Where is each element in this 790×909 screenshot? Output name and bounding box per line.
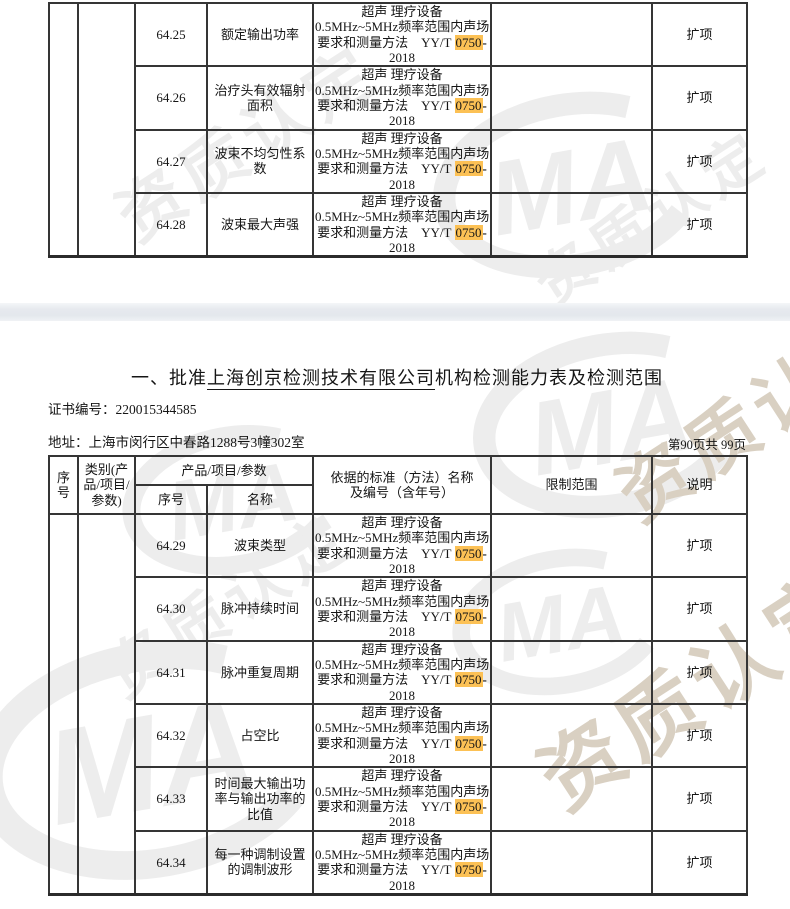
capability-table-page2: 序号 类别(产品/项目/参数) 产品/项目/参数 依据的标准（方法）名称 及编号…	[48, 455, 749, 896]
page-title: 一、批准上海创京检测技术有限公司机构检测能力表及检测范围	[48, 364, 746, 390]
seq-col-cell	[48, 512, 79, 896]
certificate-number-line: 证书编号：220015344585	[48, 402, 197, 417]
restriction-cell	[490, 191, 653, 258]
title-prefix: 一、批准	[131, 368, 207, 388]
table-row: 64.25 额定输出功率 超声 理疗设备 0.5MHz~5MHz频率范围内声场 …	[48, 1, 748, 258]
note-cell: 扩项	[651, 702, 749, 769]
address-value: 上海市闵行区中春路1288号3幢302室	[88, 435, 305, 450]
note-cell: 扩项	[651, 191, 748, 258]
seq-cell: 64.25	[134, 1, 208, 68]
name-cell: 波束最大声强	[206, 191, 314, 258]
standard-cell: 超声 理疗设备 0.5MHz~5MHz频率范围内声场 要求和测量方法 YY/T …	[312, 1, 492, 68]
seq-cell: 64.27	[134, 128, 208, 194]
standard-cell: 超声 理疗设备 0.5MHz~5MHz频率范围内声场 要求和测量方法 YY/T …	[312, 639, 493, 705]
header-product-group: 产品/项目/参数	[133, 455, 315, 486]
standard-cell: 超声 理疗设备 0.5MHz~5MHz频率范围内声场 要求和测量方法 YY/T …	[312, 576, 493, 642]
standard-line: 2018	[389, 49, 415, 65]
category-col-cell	[77, 2, 136, 258]
name-cell: 治疗头有效辐射面积	[206, 65, 314, 131]
note-cell: 扩项	[651, 512, 749, 579]
seq-cell: 64.30	[134, 576, 208, 642]
note-cell: 扩项	[651, 829, 749, 896]
note-cell: 扩项	[651, 639, 749, 705]
standard-cell: 超声 理疗设备 0.5MHz~5MHz频率范围内声场 要求和测量方法 YY/T …	[312, 829, 493, 896]
header-category: 类别(产品/项目/参数)	[77, 455, 136, 515]
capability-table-page1: 64.25 额定输出功率 超声 理疗设备 0.5MHz~5MHz频率范围内声场 …	[48, 1, 748, 259]
restriction-cell	[490, 1, 653, 68]
note-cell: 扩项	[651, 1, 748, 68]
header-sub-seq: 序号	[134, 484, 208, 515]
name-cell: 脉冲重复周期	[205, 639, 315, 705]
standard-line: 超声 理疗设备	[361, 4, 443, 19]
standard-cell: 超声 理疗设备 0.5MHz~5MHz频率范围内声场 要求和测量方法 YY/T …	[312, 702, 493, 769]
restriction-cell	[490, 65, 653, 131]
title-suffix: 机构检测能力表及检测范围	[435, 368, 663, 388]
table-row: 64.26 治疗头有效辐射面积 超声 理疗设备 0.5MHz~5MHz频率范围内…	[49, 65, 748, 131]
restriction-cell	[490, 512, 654, 579]
restriction-cell	[490, 766, 654, 832]
standard-cell: 超声 理疗设备 0.5MHz~5MHz频率范围内声场 要求和测量方法 YY/T …	[312, 512, 493, 579]
name-cell: 波束不均匀性系数	[206, 128, 314, 194]
seq-cell: 64.26	[134, 65, 208, 131]
page-indicator: 第90页共 99页	[667, 438, 746, 452]
standard-cell: 超声 理疗设备 0.5MHz~5MHz频率范围内声场 要求和测量方法 YY/T …	[312, 128, 492, 194]
restriction-cell	[490, 702, 654, 769]
table-row: 64.30 脉冲持续时间 超声 理疗设备 0.5MHz~5MHz频率范围内声场 …	[49, 576, 749, 642]
name-cell: 波束类型	[205, 512, 315, 579]
address-line: 地址：上海市闵行区中春路1288号3幢302室	[48, 435, 305, 450]
name-cell: 脉冲持续时间	[205, 576, 315, 642]
seq-cell: 64.33	[134, 766, 208, 832]
name-cell: 每一种调制设置的调制波形	[205, 829, 315, 896]
header-restriction: 限制范围	[490, 455, 654, 515]
name-cell: 额定输出功率	[206, 1, 314, 68]
note-cell: 扩项	[651, 65, 748, 131]
certificate-number: 220015344585	[115, 402, 197, 417]
standard-cell: 超声 理疗设备 0.5MHz~5MHz频率范围内声场 要求和测量方法 YY/T …	[312, 191, 492, 258]
category-col-cell	[77, 512, 136, 896]
standard-cell: 超声 理疗设备 0.5MHz~5MHz频率范围内声场 要求和测量方法 YY/T …	[312, 766, 493, 832]
header-note: 说明	[651, 455, 749, 515]
header-sub-name: 名称	[205, 484, 315, 515]
table-row: 64.29 波束类型 超声 理疗设备 0.5MHz~5MHz频率范围内声场 要求…	[48, 512, 749, 896]
page-separator-band	[0, 303, 790, 321]
table-row: 64.34 每一种调制设置的调制波形 超声 理疗设备 0.5MHz~5MHz频率…	[49, 829, 749, 896]
note-cell: 扩项	[651, 128, 748, 194]
note-cell: 扩项	[651, 576, 749, 642]
restriction-cell	[490, 829, 654, 896]
seq-cell: 64.31	[134, 639, 208, 705]
header-seq: 序号	[48, 455, 79, 515]
seq-cell: 64.29	[134, 512, 208, 579]
table-row: 64.33 时间最大输出功率与输出功率的比值 超声 理疗设备 0.5MHz~5M…	[49, 766, 749, 832]
header-standard: 依据的标准（方法）名称 及编号（含年号）	[312, 455, 493, 515]
seq-col-cell	[48, 2, 79, 258]
seq-cell: 64.34	[134, 829, 208, 896]
seq-cell: 64.28	[134, 191, 208, 258]
table-row: 64.31 脉冲重复周期 超声 理疗设备 0.5MHz~5MHz频率范围内声场 …	[49, 639, 749, 705]
name-cell: 时间最大输出功率与输出功率的比值	[205, 766, 315, 832]
title-company-name: 上海创京检测技术有限公司	[207, 368, 435, 390]
header-row: 序号 类别(产品/项目/参数) 产品/项目/参数 依据的标准（方法）名称 及编号…	[48, 455, 749, 515]
restriction-cell	[490, 576, 654, 642]
highlighted-code: 0750	[454, 34, 483, 50]
seq-cell: 64.32	[134, 702, 208, 769]
table-row: 64.28 波束最大声强 超声 理疗设备 0.5MHz~5MHz频率范围内声场 …	[49, 191, 748, 258]
restriction-cell	[490, 639, 654, 705]
name-cell: 占空比	[205, 702, 315, 769]
standard-line: 要求和测量方法 YY/T 0750-	[317, 34, 487, 50]
table-row: 64.27 波束不均匀性系数 超声 理疗设备 0.5MHz~5MHz频率范围内声…	[49, 128, 748, 194]
note-cell: 扩项	[651, 766, 749, 832]
restriction-cell	[490, 128, 653, 194]
header-subrow: 序号 名称	[49, 484, 747, 515]
standard-line: 0.5MHz~5MHz频率范围内声场	[315, 19, 490, 35]
standard-cell: 超声 理疗设备 0.5MHz~5MHz频率范围内声场 要求和测量方法 YY/T …	[312, 65, 492, 131]
table-row: 64.32 占空比 超声 理疗设备 0.5MHz~5MHz频率范围内声场 要求和…	[49, 702, 749, 769]
